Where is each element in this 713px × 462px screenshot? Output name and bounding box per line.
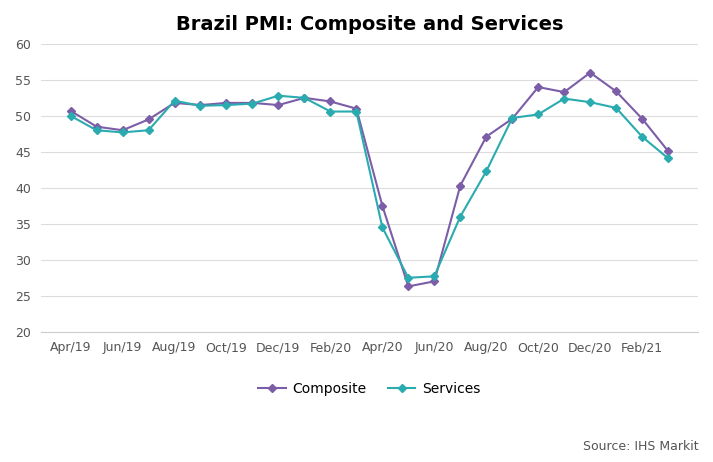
Services — [248, 101, 257, 106]
Line: Services: Services — [68, 93, 671, 280]
Composite — [664, 148, 672, 154]
Services — [586, 99, 595, 105]
Line: Composite: Composite — [68, 70, 671, 289]
Title: Brazil PMI: Composite and Services: Brazil PMI: Composite and Services — [175, 15, 563, 34]
Services — [638, 134, 647, 140]
Services — [170, 98, 179, 103]
Composite — [248, 100, 257, 106]
Composite — [300, 95, 309, 101]
Services — [612, 105, 620, 111]
Services — [196, 103, 205, 109]
Services — [275, 93, 283, 98]
Services — [66, 113, 75, 119]
Composite — [508, 116, 516, 122]
Services — [326, 109, 334, 114]
Services — [508, 115, 516, 121]
Composite — [144, 117, 153, 122]
Composite — [404, 284, 413, 289]
Composite — [482, 134, 491, 140]
Composite — [196, 102, 205, 108]
Composite — [560, 89, 568, 95]
Composite — [275, 102, 283, 108]
Services — [144, 128, 153, 133]
Composite — [612, 89, 620, 94]
Services — [456, 214, 465, 219]
Services — [92, 128, 101, 133]
Composite — [534, 84, 543, 90]
Composite — [586, 70, 595, 75]
Services — [534, 112, 543, 117]
Services — [404, 275, 413, 280]
Services — [482, 169, 491, 174]
Composite — [118, 128, 127, 133]
Legend: Composite, Services: Composite, Services — [252, 376, 486, 401]
Services — [378, 225, 386, 230]
Composite — [352, 106, 361, 111]
Composite — [326, 99, 334, 104]
Services — [560, 96, 568, 101]
Composite — [170, 100, 179, 106]
Composite — [378, 203, 386, 208]
Services — [222, 102, 231, 108]
Composite — [430, 279, 438, 284]
Text: Source: IHS Markit: Source: IHS Markit — [583, 440, 699, 453]
Services — [352, 109, 361, 114]
Services — [664, 156, 672, 161]
Composite — [92, 124, 101, 129]
Composite — [456, 183, 465, 188]
Services — [118, 130, 127, 135]
Services — [300, 95, 309, 101]
Composite — [66, 108, 75, 114]
Services — [430, 274, 438, 279]
Composite — [638, 116, 647, 122]
Composite — [222, 100, 231, 106]
